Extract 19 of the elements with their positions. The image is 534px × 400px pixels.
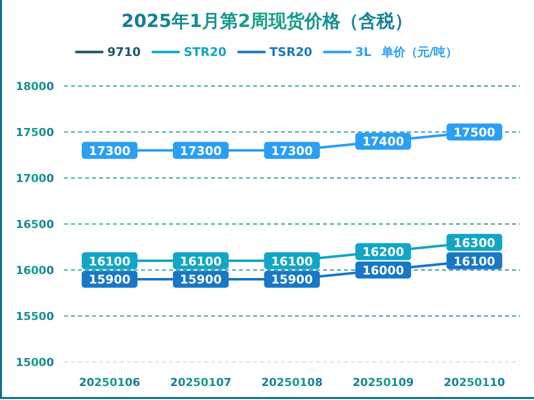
y-tick-label: 17000 — [16, 172, 54, 185]
legend-label: 9710 — [107, 45, 141, 59]
chart-title: 2025年1月第2周现货价格（含税） — [121, 11, 413, 32]
y-tick-label: 17500 — [16, 126, 54, 139]
legend-label: STR20 — [184, 45, 227, 59]
y-axis-title: 单价（元/吨） — [380, 45, 458, 59]
y-tick-label: 18000 — [16, 80, 54, 93]
legend-label: TSR20 — [270, 45, 312, 59]
x-tick-label: 20250106 — [78, 376, 141, 389]
y-tick-label: 16000 — [16, 264, 54, 277]
x-tick-label: 20250107 — [170, 376, 232, 389]
y-tick-label: 16500 — [16, 218, 54, 231]
x-tick-label: 20250109 — [352, 376, 414, 389]
x-tick-label: 20250110 — [444, 376, 506, 389]
x-tick-label: 20250108 — [261, 376, 323, 389]
legend-label: 3L — [355, 45, 372, 59]
y-tick-label: 15500 — [16, 310, 54, 323]
data-label: 15900 — [88, 272, 130, 287]
y-tick-label: 15000 — [16, 356, 54, 369]
